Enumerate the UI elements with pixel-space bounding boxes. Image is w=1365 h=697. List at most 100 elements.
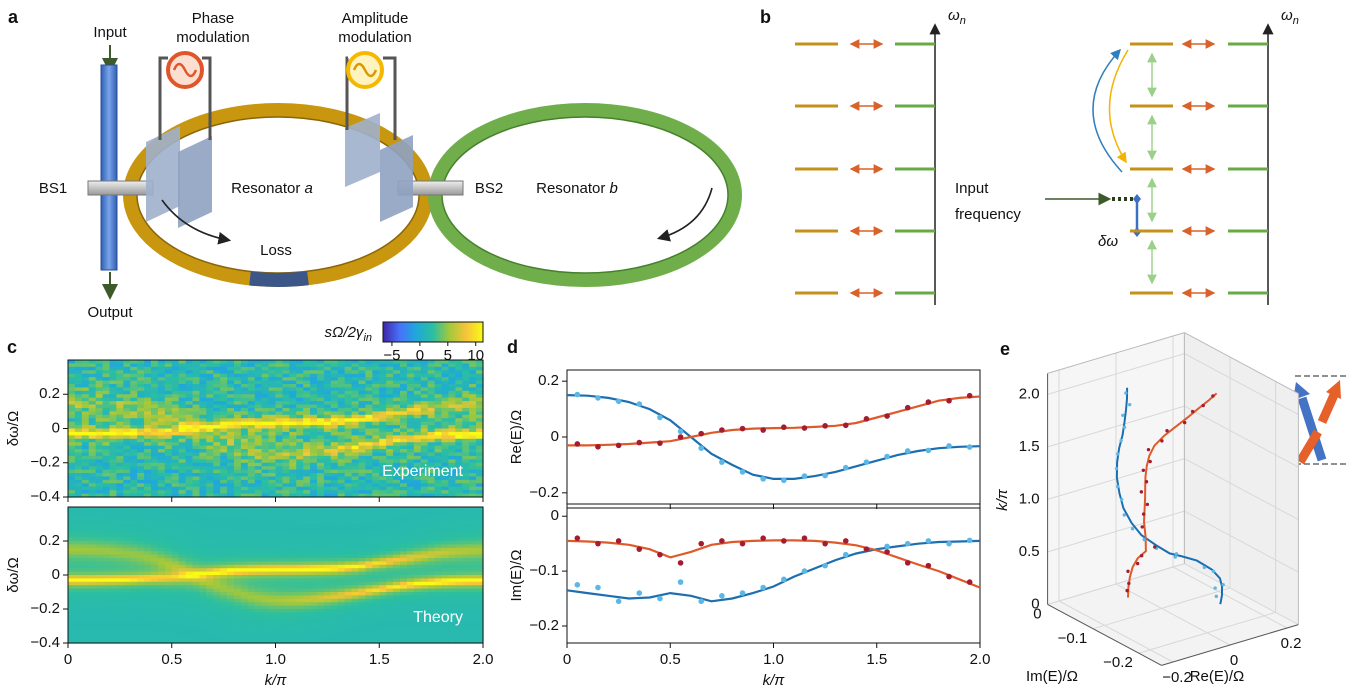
heat-cell — [213, 490, 221, 494]
heat-cell — [123, 449, 131, 453]
axis-label: ωn — [1281, 7, 1299, 27]
heat-cell — [193, 463, 201, 467]
heat-cell — [276, 405, 284, 409]
heat-cell — [123, 360, 131, 364]
heat-cell — [448, 456, 456, 460]
heat-cell — [379, 394, 387, 398]
heat-cell — [324, 367, 332, 371]
heat-cell — [234, 446, 242, 450]
heat-cell — [234, 425, 242, 429]
heat-cell — [144, 398, 152, 402]
heat-cell — [476, 425, 484, 429]
heat-cell — [379, 387, 387, 391]
heat-cell — [352, 487, 360, 491]
heat-cell — [82, 363, 90, 367]
heat-cell — [179, 490, 187, 494]
heat-cell — [352, 370, 360, 374]
heat-cell — [172, 363, 180, 367]
heat-cell — [455, 422, 463, 426]
heat-cell — [428, 490, 436, 494]
heat-cell — [435, 452, 443, 456]
heat-cell — [428, 405, 436, 409]
heat-cell — [476, 470, 484, 474]
heat-cell — [282, 470, 290, 474]
heat-cell — [400, 408, 408, 412]
heat-cell — [158, 463, 166, 467]
heat-cell — [103, 363, 111, 367]
heat-cell — [137, 429, 145, 433]
heat-cell — [158, 490, 166, 494]
heat-cell — [296, 429, 304, 433]
heat-cell — [213, 470, 221, 474]
heat-cell — [435, 391, 443, 395]
heat-cell — [455, 394, 463, 398]
heat-cell — [193, 490, 201, 494]
heat-cell — [165, 449, 173, 453]
heat-cell — [123, 490, 131, 494]
heat-cell — [276, 483, 284, 487]
heat-cell — [75, 377, 83, 381]
heat-cell — [421, 405, 429, 409]
heat-cell — [241, 422, 249, 426]
heat-cell — [130, 374, 138, 378]
heat-cell — [179, 480, 187, 484]
heat-cell — [186, 401, 194, 405]
heat-cell — [255, 442, 263, 446]
heat-cell — [248, 398, 256, 402]
heat-cell — [213, 487, 221, 491]
heat-cell — [421, 425, 429, 429]
heat-cell — [414, 452, 422, 456]
heat-cell — [276, 398, 284, 402]
heat-cell — [172, 384, 180, 388]
heat-cell — [68, 487, 76, 491]
y-tick-label: −0.4 — [30, 634, 60, 651]
heat-cell — [82, 470, 90, 474]
heat-cell — [193, 394, 201, 398]
heat-cell — [137, 408, 145, 412]
heat-cell — [123, 367, 131, 371]
heat-cell — [276, 487, 284, 491]
heat-cell — [359, 435, 367, 439]
heat-cell — [476, 374, 484, 378]
amplitude-label: modulation — [338, 29, 411, 46]
heat-cell — [442, 381, 450, 385]
heat-cell — [96, 415, 104, 419]
heat-cell — [68, 490, 76, 494]
heat-cell — [407, 432, 415, 436]
heat-cell — [393, 435, 401, 439]
heat-cell — [393, 398, 401, 402]
heat-cell — [137, 432, 145, 436]
heat-cell — [442, 391, 450, 395]
data-point — [719, 459, 725, 465]
heat-cell — [372, 487, 380, 491]
heat-cell — [476, 394, 484, 398]
heat-cell — [407, 360, 415, 364]
heat-cell — [220, 435, 228, 439]
heat-cell — [462, 439, 470, 443]
heat-cell — [421, 442, 429, 446]
heat-cell — [372, 415, 380, 419]
heat-cell — [407, 483, 415, 487]
heat-cell — [331, 394, 339, 398]
heat-cell — [435, 483, 443, 487]
heat-cell — [227, 483, 235, 487]
heat-cell — [151, 367, 159, 371]
heat-cell — [310, 387, 318, 391]
heat-cell — [144, 449, 152, 453]
heat-cell — [289, 411, 297, 415]
heat-cell — [220, 363, 228, 367]
heat-cell — [220, 415, 228, 419]
heat-cell — [96, 483, 104, 487]
heat-cell — [262, 452, 270, 456]
heat-cell — [158, 473, 166, 477]
heat-cell — [352, 360, 360, 364]
heat-cell — [213, 374, 221, 378]
heat-cell — [89, 367, 97, 371]
heat-cell — [414, 483, 422, 487]
heat-cell — [144, 394, 152, 398]
heat-cell — [68, 442, 76, 446]
heat-cell — [165, 425, 173, 429]
heat-cell — [386, 442, 394, 446]
y-tick-label: 0 — [52, 566, 60, 583]
heat-cell — [213, 442, 221, 446]
